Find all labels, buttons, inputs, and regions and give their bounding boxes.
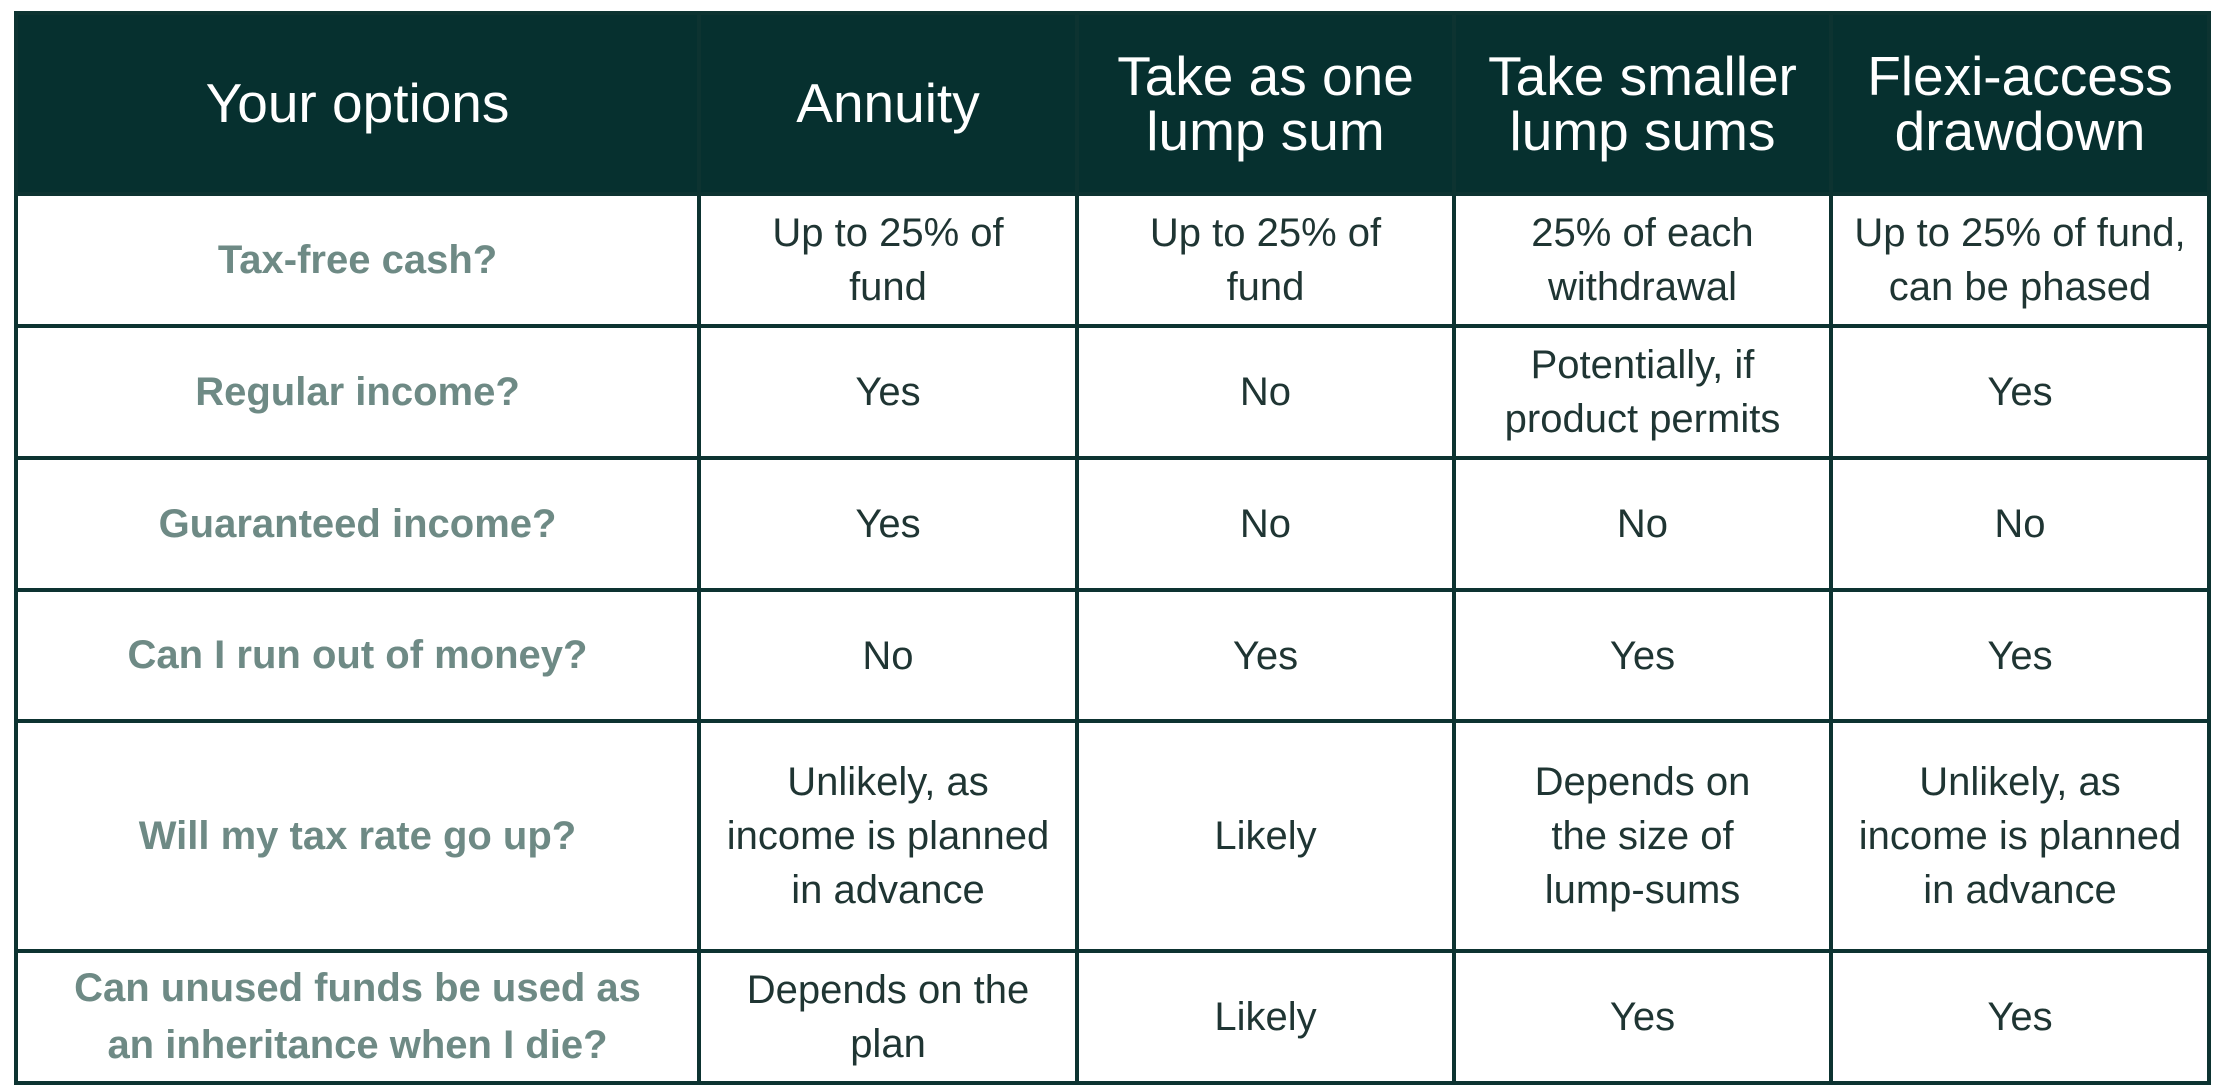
header-cell: Flexi-access drawdown: [1829, 11, 2211, 196]
cell-line: Regular income?: [195, 369, 520, 414]
cell-line: Yes: [1987, 995, 2053, 1039]
cell-line: product permits: [1504, 397, 1781, 441]
cell-line: Yes: [855, 502, 921, 546]
cell-line: Up to 25% of: [772, 211, 1004, 255]
cell-line: lump-sums: [1544, 868, 1741, 912]
cell-line: Likely: [1214, 814, 1317, 858]
table-cell: No: [1452, 456, 1833, 592]
table-cell: Likely: [1075, 949, 1456, 1085]
cell-line: Yes: [1609, 633, 1676, 678]
cell-line: can be phased: [1888, 265, 2152, 309]
table-row: Will my tax rate go up? Unlikely, as incom…: [14, 719, 2211, 953]
cell-line: income is planned: [726, 814, 1050, 858]
cell-line: Yes: [855, 370, 921, 414]
header-cell: Take as one lump sum: [1075, 11, 1456, 196]
cell-line: Yes: [1987, 633, 2053, 678]
table-cell: Yes: [1452, 588, 1833, 723]
cell-line: No: [1239, 370, 1292, 414]
cell-line: drawdown: [1894, 99, 2146, 162]
cell-line: plan: [850, 1022, 926, 1066]
table-row: Regular income? Yes No Potentially, if produ…: [14, 324, 2211, 460]
table-cell: Yes: [1452, 949, 1833, 1085]
table-cell: No: [1829, 456, 2211, 592]
cell-line: Up to 25% of: [1149, 211, 1382, 255]
header-cell: Your options: [14, 11, 701, 196]
table-row: Can unused funds be used as an inheritanc…: [14, 949, 2211, 1085]
table-cell: Yes: [1829, 588, 2211, 723]
table-cell: Up to 25% of fund: [697, 192, 1079, 328]
cell-line: Take as one: [1117, 44, 1414, 107]
cell-line: Depends on: [1534, 760, 1751, 804]
table-cell: No: [1075, 324, 1456, 460]
cell-line: Depends on the: [746, 968, 1030, 1012]
cell-line: in advance: [1923, 868, 2117, 912]
cell-line: Can I run out of money?: [127, 633, 588, 677]
header-cell: Take smaller lump sums: [1452, 11, 1833, 196]
header-row: Your options Annuity Take as one lump sum Ta…: [14, 11, 2211, 196]
cell-line: income is planned: [1858, 814, 2182, 858]
row-label: Regular income?: [14, 324, 701, 460]
table-cell: Depends on the plan: [697, 949, 1079, 1085]
cell-line: Your options: [205, 72, 510, 134]
table-row: Guaranteed income? Yes No No No: [14, 456, 2211, 592]
table-cell: Yes: [1829, 949, 2211, 1085]
table-row: Tax-free cash? Up to 25% of fund Up to 25% …: [14, 192, 2211, 328]
row-label: Can unused funds be used as an inheritanc…: [14, 949, 701, 1085]
table-cell: Yes: [1829, 324, 2211, 460]
cell-line: fund: [1226, 265, 1305, 309]
table-cell: Yes: [697, 456, 1079, 592]
cell-line: Yes: [1609, 995, 1676, 1039]
cell-line: in advance: [791, 868, 985, 912]
cell-line: Yes: [1987, 370, 2053, 414]
cell-line: No: [1239, 502, 1292, 546]
cell-line: Potentially, if: [1530, 343, 1755, 387]
cell-line: Yes: [1232, 633, 1299, 678]
cell-line: Can unused funds be used as: [74, 966, 641, 1010]
table-cell: Up to 25% of fund, can be phased: [1829, 192, 2211, 328]
table-cell: Depends on the size of lump-sums: [1452, 719, 1833, 953]
cell-line: Guaranteed income?: [158, 501, 557, 546]
row-label: Guaranteed income?: [14, 456, 701, 592]
cell-line: Flexi-access: [1867, 44, 2173, 107]
table-body: Tax-free cash? Up to 25% of fund Up to 25% …: [14, 192, 2211, 1085]
cell-line: No: [862, 633, 914, 678]
table-cell: Unlikely, as income is planned in advance: [697, 719, 1079, 953]
cell-line: fund: [849, 265, 927, 309]
table-cell: No: [697, 588, 1079, 723]
row-label: Can I run out of money?: [14, 588, 701, 723]
table-cell: Up to 25% of fund: [1075, 192, 1456, 328]
table-cell: Potentially, if product permits: [1452, 324, 1833, 460]
cell-line: withdrawal: [1548, 265, 1737, 309]
cell-line: Up to 25% of fund,: [1854, 211, 2186, 255]
table-cell: Yes: [1075, 588, 1456, 723]
table-cell: No: [1075, 456, 1456, 592]
table-cell: Likely: [1075, 719, 1456, 953]
table-cell: Yes: [697, 324, 1079, 460]
cell-line: No: [1994, 502, 2046, 546]
cell-line: Annuity: [796, 72, 980, 134]
cell-line: an inheritance when I die?: [107, 1023, 608, 1067]
cell-line: Likely: [1214, 995, 1317, 1039]
header-cell: Annuity: [697, 11, 1079, 196]
options-table: Your options Annuity Take as one lump sum Ta…: [14, 11, 2211, 1085]
cell-line: Tax-free cash?: [217, 237, 498, 282]
cell-line: the size of: [1551, 814, 1734, 858]
table-cell: Unlikely, as income is planned in advance: [1829, 719, 2211, 953]
cell-line: lump sum: [1146, 99, 1385, 162]
table-cell: 25% of each withdrawal: [1452, 192, 1833, 328]
row-label: Will my tax rate go up?: [14, 719, 701, 953]
cell-line: Take smaller: [1488, 44, 1797, 107]
cell-line: No: [1616, 502, 1669, 546]
cell-line: Unlikely, as: [1919, 760, 2121, 804]
cell-line: 25% of each: [1531, 211, 1754, 255]
table-row: Can I run out of money? No Yes Yes Yes: [14, 588, 2211, 723]
cell-line: Unlikely, as: [787, 760, 989, 804]
cell-line: Will my tax rate go up?: [138, 813, 577, 858]
row-label: Tax-free cash?: [14, 192, 701, 328]
cell-line: lump sums: [1509, 99, 1776, 162]
